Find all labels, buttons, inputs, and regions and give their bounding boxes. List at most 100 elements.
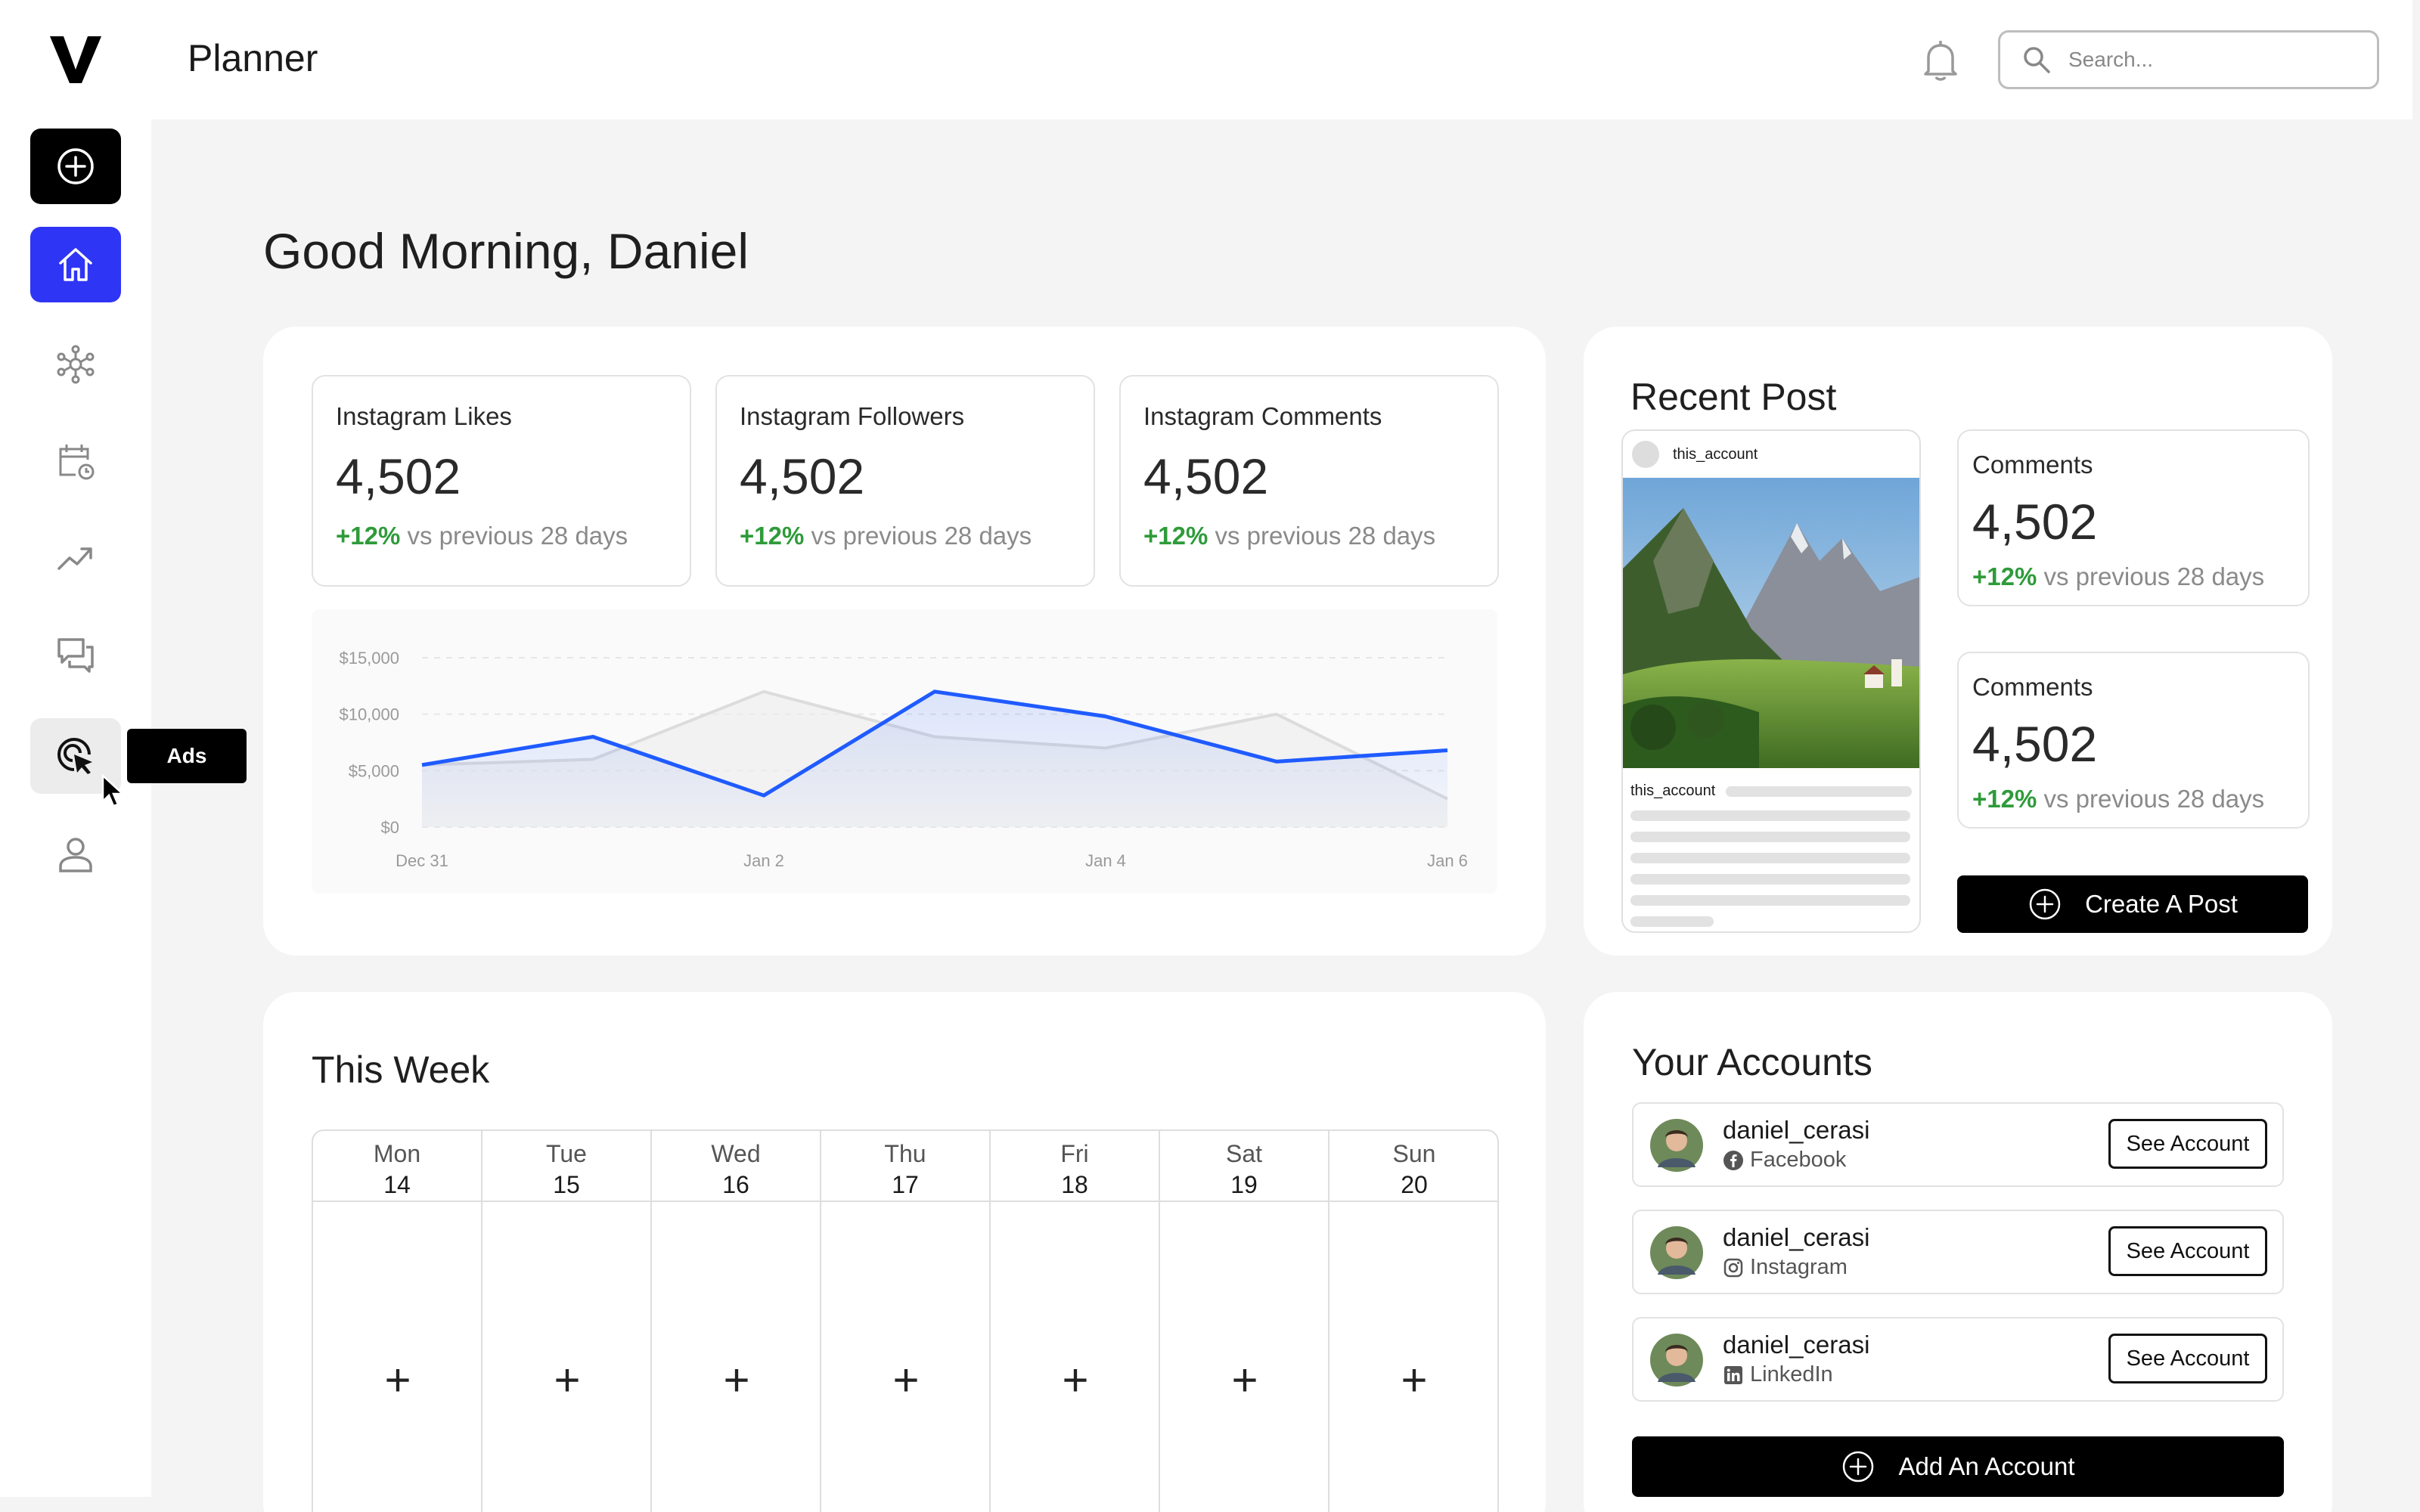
network-icon [57, 345, 95, 384]
post-caption-account: this_account [1630, 782, 1716, 799]
stat-value: 4,502 [1972, 716, 2098, 772]
create-post-button[interactable]: Create A Post [1957, 875, 2308, 933]
stat-instagram-comments: Instagram Comments 4,502 +12% vs previou… [1119, 375, 1499, 587]
add-post-button[interactable]: + [1062, 1355, 1089, 1405]
day-column-tue: Tue 15 + [482, 1131, 652, 1512]
this-week-card [263, 992, 1546, 1512]
x-tick-label: Jan 6 [1427, 851, 1468, 870]
day-header: Sun 20 [1329, 1131, 1497, 1202]
linkedin-icon [1724, 1365, 1742, 1384]
x-tick-label: Jan 4 [1085, 851, 1126, 870]
avatar [1650, 1334, 1703, 1387]
y-tick-label: $5,000 [349, 761, 399, 780]
stat-instagram-followers: Instagram Followers 4,502 +12% vs previo… [715, 375, 1095, 587]
placeholder-line [1630, 853, 1910, 863]
account-platform: Facebook [1723, 1148, 1846, 1173]
day-header: Thu 17 [821, 1131, 989, 1202]
account-platform: Instagram [1723, 1255, 1848, 1280]
stat-change: +12% vs previous 28 days [336, 522, 628, 550]
page-title: Planner [188, 37, 318, 79]
sidebar-item-home[interactable] [30, 227, 121, 302]
post-account: this_account [1673, 445, 1758, 463]
series-area-primary [422, 691, 1447, 827]
trending-up-icon [57, 547, 92, 570]
placeholder-line [1630, 916, 1714, 927]
search-icon [2024, 47, 2050, 73]
avatar [1650, 1119, 1703, 1172]
post-comments-stat-2: Comments 4,502 +12% vs previous 28 days [1957, 652, 2310, 829]
notification-bell-icon[interactable] [1919, 38, 1962, 83]
avatar [1650, 1226, 1703, 1279]
see-account-button[interactable]: See Account [2108, 1119, 2267, 1169]
mountain-landscape-image [1623, 478, 1919, 768]
chat-icon [57, 638, 94, 673]
add-post-button[interactable]: + [723, 1355, 750, 1405]
app-logo[interactable] [47, 30, 104, 88]
stat-change: +12% vs previous 28 days [1972, 562, 2265, 590]
add-account-button[interactable]: Add An Account [1632, 1436, 2284, 1497]
y-tick-label: $10,000 [339, 705, 399, 724]
y-tick-label: $0 [381, 818, 399, 837]
x-tick-label: Jan 2 [743, 851, 784, 870]
stat-label: Instagram Likes [336, 402, 512, 430]
facebook-icon [1723, 1150, 1743, 1170]
day-header: Mon 14 [313, 1131, 481, 1202]
post-comments-stat: Comments 4,502 +12% vs previous 28 days [1957, 429, 2310, 606]
user-icon [59, 838, 92, 872]
search-input[interactable] [2068, 48, 2356, 72]
sidebar-item-analytics[interactable] [30, 520, 121, 596]
stat-label: Comments [1972, 673, 2093, 701]
day-column-wed: Wed 16 + [652, 1131, 821, 1512]
stat-change: +12% vs previous 28 days [1972, 785, 2265, 813]
stat-value: 4,502 [1143, 448, 1269, 504]
accounts-title: Your Accounts [1632, 1041, 1872, 1083]
add-post-button[interactable]: + [384, 1355, 411, 1405]
placeholder-line [1630, 810, 1910, 821]
calendar-clock-icon [59, 445, 95, 480]
add-post-button[interactable]: + [1231, 1355, 1258, 1405]
placeholder-line [1630, 832, 1910, 842]
home-icon [59, 248, 92, 281]
add-post-button[interactable]: + [554, 1355, 581, 1405]
account-row-linkedin: daniel_cerasi LinkedIn See Account [1632, 1317, 2284, 1402]
placeholder-line [1630, 874, 1910, 885]
post-avatar [1632, 441, 1659, 468]
add-post-button[interactable]: + [892, 1355, 920, 1405]
stat-label: Instagram Followers [740, 402, 965, 430]
account-row-instagram: daniel_cerasi Instagram See Account [1632, 1210, 2284, 1294]
create-button[interactable] [30, 129, 121, 204]
x-tick-label: Dec 31 [396, 851, 448, 870]
account-row-facebook: daniel_cerasi Facebook See Account [1632, 1102, 2284, 1187]
account-name: daniel_cerasi [1723, 1331, 1870, 1359]
see-account-button[interactable]: See Account [2108, 1226, 2267, 1276]
stat-value: 4,502 [1972, 494, 2098, 550]
greeting: Good Morning, Daniel [263, 223, 749, 279]
placeholder-line [1726, 785, 1912, 797]
post-caption: this_account [1623, 772, 1919, 800]
chart-svg: $15,000 $10,000 $5,000 $0 Dec 31 Jan 2 Jan 4 J… [339, 649, 1468, 870]
sidebar-item-network[interactable] [30, 327, 121, 402]
add-account-label: Add An Account [1898, 1452, 2075, 1480]
post-preview[interactable]: this_account this_account [1621, 429, 1921, 933]
stat-value: 4,502 [740, 448, 865, 504]
day-header: Sat 19 [1160, 1131, 1328, 1202]
sidebar-item-profile[interactable] [30, 816, 121, 892]
sidebar-item-messages[interactable] [30, 617, 121, 692]
series-line-primary [421, 689, 1448, 798]
search-box[interactable] [1998, 30, 2379, 89]
day-column-mon: Mon 14 + [313, 1131, 482, 1512]
y-tick-label: $15,000 [339, 649, 399, 668]
stat-label: Instagram Comments [1143, 402, 1382, 430]
day-header: Wed 16 [652, 1131, 820, 1202]
recent-post-title: Recent Post [1630, 376, 1837, 418]
plus-circle-icon [1843, 1451, 1874, 1483]
day-column-sat: Sat 19 + [1160, 1131, 1329, 1512]
ads-tooltip: Ads [127, 729, 247, 783]
sidebar-item-schedule[interactable] [30, 423, 121, 499]
see-account-button[interactable]: See Account [2108, 1334, 2267, 1383]
create-post-label: Create A Post [2085, 890, 2238, 918]
add-post-button[interactable]: + [1401, 1355, 1428, 1405]
account-name: daniel_cerasi [1723, 1223, 1870, 1251]
stat-change: +12% vs previous 28 days [740, 522, 1032, 550]
post-header: this_account [1623, 431, 1919, 478]
